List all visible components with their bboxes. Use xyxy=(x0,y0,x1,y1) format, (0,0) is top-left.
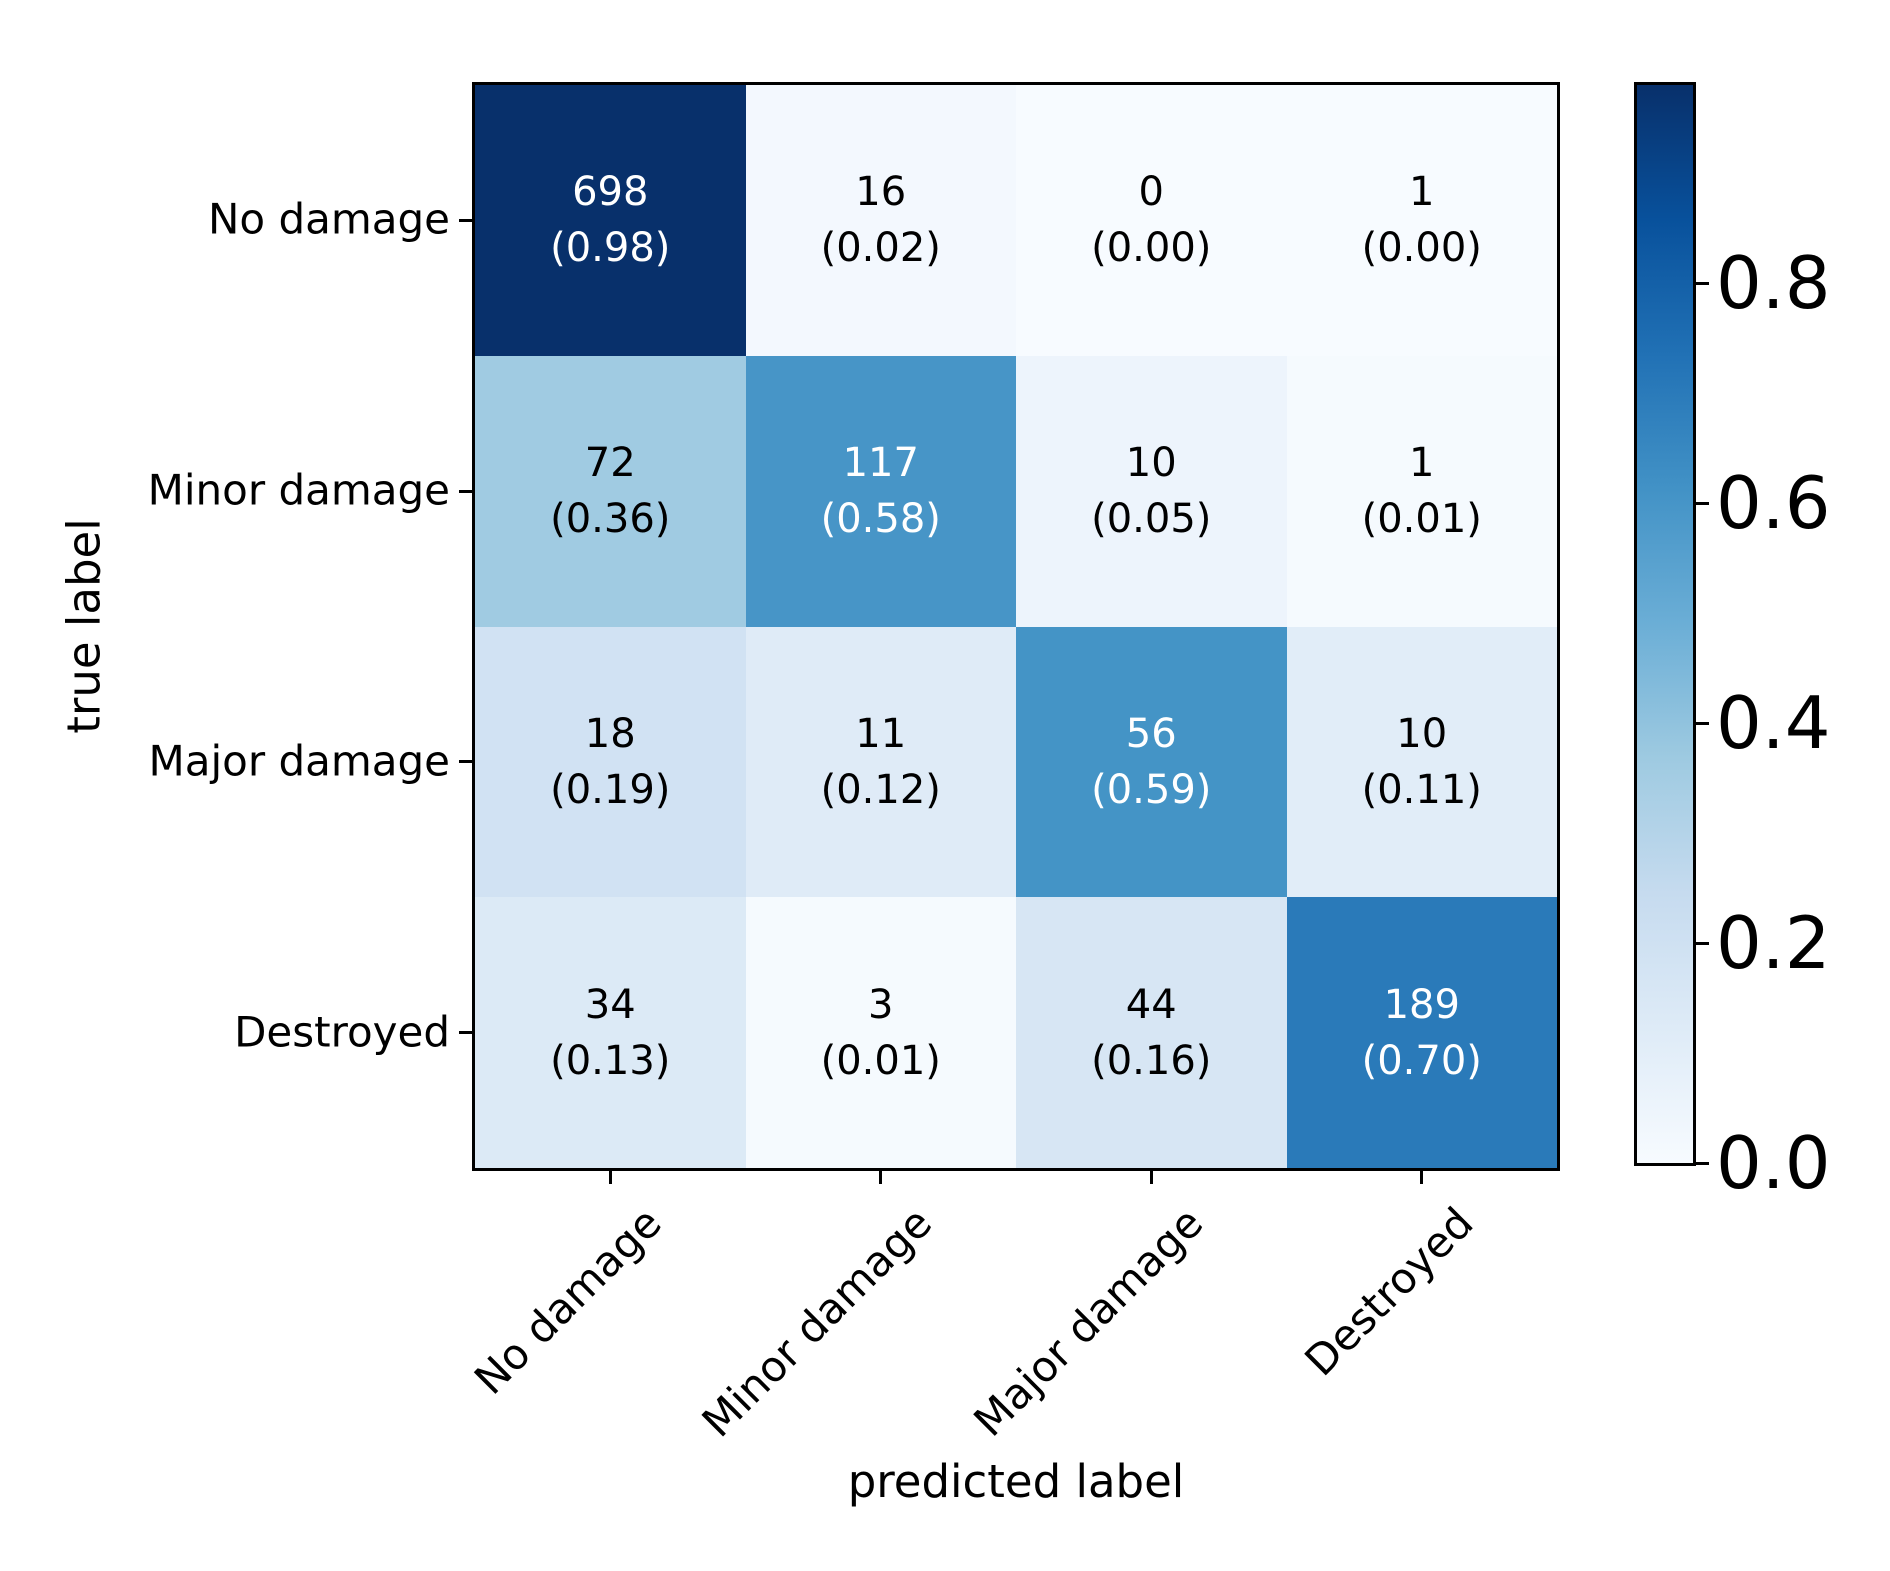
heatmap-cell-r2c0: 18 (0.19) xyxy=(475,626,746,898)
colorbar-tick-mark xyxy=(1694,1161,1709,1165)
cell-proportion: (0.70) xyxy=(1361,1037,1482,1084)
cell-count: 34 xyxy=(584,981,636,1028)
x-tick-label-1: Minor damage xyxy=(692,1198,942,1447)
cell-count: 1 xyxy=(1409,440,1435,487)
heatmap-cell-r1c3: 1 (0.01) xyxy=(1286,355,1557,627)
cell-proportion: (0.05) xyxy=(1091,496,1212,543)
x-tick-label-3: Destroyed xyxy=(1295,1198,1483,1386)
cell-count: 10 xyxy=(1396,710,1448,757)
colorbar-tick-label-1: 0.6 xyxy=(1716,461,1831,545)
heatmap-cell-r2c2: 56 (0.59) xyxy=(1016,626,1287,898)
heatmap-cell-r3c3: 189 (0.70) xyxy=(1286,897,1557,1168)
cell-proportion: (0.02) xyxy=(820,225,941,272)
x-axis-title: predicted label xyxy=(847,1455,1185,1508)
x-tick-label-0: No damage xyxy=(465,1198,671,1404)
y-tick-mark xyxy=(459,218,474,222)
cell-proportion: (0.00) xyxy=(1361,225,1482,272)
cell-proportion: (0.12) xyxy=(820,766,941,813)
x-tick-label-2: Major damage xyxy=(964,1198,1212,1446)
cell-count: 11 xyxy=(855,710,907,757)
y-tick-label-2: Major damage xyxy=(148,736,450,786)
y-tick-mark xyxy=(459,489,474,493)
cell-count: 44 xyxy=(1125,981,1177,1028)
heatmap-cell-r1c0: 72 (0.36) xyxy=(475,355,746,627)
cell-proportion: (0.98) xyxy=(550,225,671,272)
cell-proportion: (0.11) xyxy=(1361,766,1482,813)
heatmap-cell-r3c1: 3 (0.01) xyxy=(745,897,1016,1168)
heatmap-cell-r0c0: 698 (0.98) xyxy=(475,85,746,356)
heatmap-cell-r0c2: 0 (0.00) xyxy=(1016,85,1287,356)
colorbar-tick-mark xyxy=(1694,281,1709,285)
colorbar-tick-mark xyxy=(1694,941,1709,945)
y-tick-label-3: Destroyed xyxy=(234,1007,450,1057)
cell-count: 1 xyxy=(1409,169,1435,216)
cell-proportion: (0.13) xyxy=(550,1037,671,1084)
colorbar-tick-label-3: 0.2 xyxy=(1716,901,1831,985)
colorbar-tick-mark xyxy=(1694,721,1709,725)
cell-proportion: (0.01) xyxy=(820,1037,941,1084)
x-tick-mark xyxy=(1420,1169,1424,1184)
cell-proportion: (0.59) xyxy=(1091,766,1212,813)
cell-proportion: (0.16) xyxy=(1091,1037,1212,1084)
heatmap-cell-r2c3: 10 (0.11) xyxy=(1286,626,1557,898)
cell-count: 10 xyxy=(1125,440,1177,487)
heatmap-cell-r3c0: 34 (0.13) xyxy=(475,897,746,1168)
heatmap-cell-r0c3: 1 (0.00) xyxy=(1286,85,1557,356)
cell-proportion: (0.36) xyxy=(550,496,671,543)
x-tick-mark xyxy=(1149,1169,1153,1184)
cell-count: 18 xyxy=(584,710,636,757)
cell-count: 698 xyxy=(572,169,649,216)
x-tick-mark xyxy=(608,1169,612,1184)
heatmap-cell-r1c1: 117 (0.58) xyxy=(745,355,1016,627)
x-tick-mark xyxy=(879,1169,883,1184)
cell-count: 3 xyxy=(868,981,894,1028)
cell-count: 72 xyxy=(584,440,636,487)
heatmap-cell-r0c1: 16 (0.02) xyxy=(745,85,1016,356)
y-axis-title: true label xyxy=(57,518,111,734)
colorbar-tick-label-4: 0.0 xyxy=(1716,1121,1831,1205)
cell-proportion: (0.01) xyxy=(1361,496,1482,543)
colorbar-tick-label-0: 0.8 xyxy=(1716,241,1831,325)
cell-proportion: (0.00) xyxy=(1091,225,1212,272)
cell-proportion: (0.19) xyxy=(550,766,671,813)
y-tick-mark xyxy=(459,1031,474,1035)
cell-count: 0 xyxy=(1138,169,1164,216)
heatmap-cell-r1c2: 10 (0.05) xyxy=(1016,355,1287,627)
colorbar xyxy=(1634,82,1696,1166)
y-tick-label-0: No damage xyxy=(207,194,450,244)
cell-count: 189 xyxy=(1383,981,1460,1028)
colorbar-tick-label-2: 0.4 xyxy=(1716,681,1831,765)
colorbar-tick-mark xyxy=(1694,501,1709,505)
heatmap-axes: 698 (0.98) 16 (0.02) 0 (0.00) 1 (0.00) 72 (0.36) 1… xyxy=(472,82,1560,1171)
y-tick-label-1: Minor damage xyxy=(147,465,450,515)
heatmap-cell-r3c2: 44 (0.16) xyxy=(1016,897,1287,1168)
cell-proportion: (0.58) xyxy=(820,496,941,543)
cell-count: 117 xyxy=(842,440,919,487)
cell-count: 16 xyxy=(855,169,907,216)
y-tick-mark xyxy=(459,760,474,764)
heatmap-cell-r2c1: 11 (0.12) xyxy=(745,626,1016,898)
cell-count: 56 xyxy=(1125,710,1177,757)
